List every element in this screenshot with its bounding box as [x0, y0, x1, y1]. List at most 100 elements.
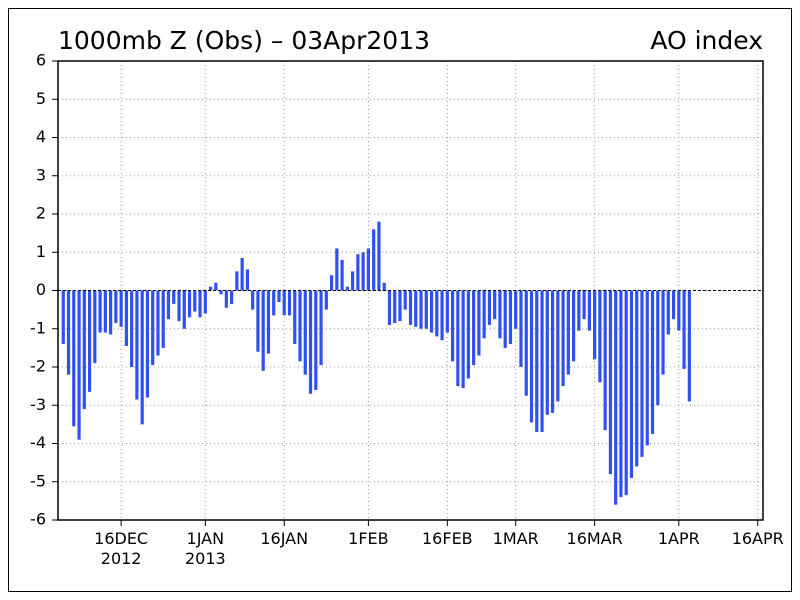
- bar: [208, 286, 213, 291]
- x-tick-label: 16FEB: [422, 529, 473, 548]
- bar: [435, 290, 439, 337]
- bar: [566, 290, 570, 375]
- y-tick-label: 5: [36, 89, 46, 108]
- bar: [235, 271, 239, 291]
- bar: [187, 290, 192, 318]
- chart-subtitle: AO index: [650, 26, 763, 55]
- x-tick-label-line: 2013: [185, 549, 226, 568]
- x-tick-label: 16DEC 2012: [94, 529, 148, 568]
- bar: [545, 290, 549, 415]
- y-tick-label: 6: [36, 51, 46, 70]
- bar: [450, 290, 455, 362]
- bar: [82, 290, 86, 410]
- bar: [519, 290, 523, 367]
- bar: [287, 290, 292, 316]
- bar: [440, 290, 444, 341]
- y-tick-label: 4: [36, 127, 46, 146]
- bar: [256, 290, 260, 352]
- bar: [524, 290, 528, 396]
- bar: [608, 290, 613, 475]
- bar: [335, 248, 339, 291]
- bar: [487, 290, 492, 325]
- bar: [556, 290, 560, 402]
- bar: [635, 290, 639, 467]
- x-tick-label-line: 1MAR: [493, 529, 539, 548]
- bar: [135, 290, 139, 400]
- bar: [319, 290, 323, 366]
- bar: [398, 290, 402, 322]
- bar: [109, 290, 113, 335]
- bar: [508, 290, 513, 345]
- bar: [393, 290, 397, 324]
- bar: [656, 290, 660, 406]
- x-tick-label: 16MAR: [567, 529, 623, 548]
- bar: [540, 290, 544, 433]
- bar: [98, 290, 102, 333]
- bar: [166, 290, 171, 320]
- bar: [145, 290, 150, 398]
- bar: [477, 290, 481, 356]
- bar: [251, 290, 255, 310]
- bar: [503, 290, 507, 348]
- bar: [482, 290, 486, 339]
- bar: [582, 290, 586, 320]
- y-tick-label: -3: [30, 395, 46, 414]
- chart-title: 1000mb Z (Obs) – 03Apr2013: [58, 26, 430, 55]
- bar: [403, 290, 407, 310]
- x-tick-label-line: 1APR: [658, 529, 700, 548]
- bar: [629, 290, 634, 478]
- bar: [561, 290, 565, 387]
- y-tick-label: 1: [36, 242, 46, 261]
- bar: [472, 290, 476, 366]
- bar: [161, 290, 165, 348]
- y-tick-label: 3: [36, 165, 46, 184]
- bar: [72, 290, 76, 427]
- bar: [661, 290, 665, 375]
- bar: [571, 290, 576, 362]
- bar: [445, 290, 449, 333]
- bar: [298, 290, 302, 362]
- y-tick-label: -5: [30, 471, 46, 490]
- bar: [140, 290, 144, 425]
- bar: [666, 290, 670, 335]
- bar: [650, 290, 655, 434]
- x-tick-label: 16APR: [732, 529, 784, 548]
- bar: [387, 290, 392, 325]
- bar: [282, 290, 286, 316]
- x-tick-label-line: 1FEB: [348, 529, 388, 548]
- bar: [419, 290, 423, 329]
- bar: [345, 286, 349, 291]
- bar: [351, 271, 355, 291]
- bar: [314, 290, 318, 390]
- bar: [619, 290, 623, 498]
- bar: [593, 290, 597, 360]
- y-tick-label: 2: [36, 204, 46, 223]
- bar: [198, 290, 202, 318]
- bar: [424, 290, 428, 329]
- bar: [671, 290, 676, 320]
- bar: [182, 290, 186, 329]
- bar: [66, 290, 71, 375]
- bar: [577, 290, 581, 331]
- plot-border: [57, 60, 764, 521]
- bar: [303, 290, 307, 375]
- bar: [498, 290, 502, 339]
- x-tick-label-line: 16MAR: [567, 529, 623, 548]
- bar: [550, 290, 555, 413]
- bar: [429, 290, 434, 333]
- bar: [624, 290, 628, 496]
- bar: [529, 290, 534, 423]
- bar: [408, 290, 413, 325]
- bar: [114, 290, 118, 324]
- bar: [61, 290, 65, 345]
- bar: [382, 282, 386, 291]
- bar: [493, 290, 497, 320]
- bar: [103, 290, 107, 333]
- bar: [151, 290, 155, 366]
- bar: [272, 290, 276, 316]
- bar: [266, 290, 271, 354]
- bar: [308, 290, 313, 394]
- bar: [614, 290, 618, 505]
- x-tick-label: 1FEB: [348, 529, 388, 548]
- bar: [587, 290, 591, 331]
